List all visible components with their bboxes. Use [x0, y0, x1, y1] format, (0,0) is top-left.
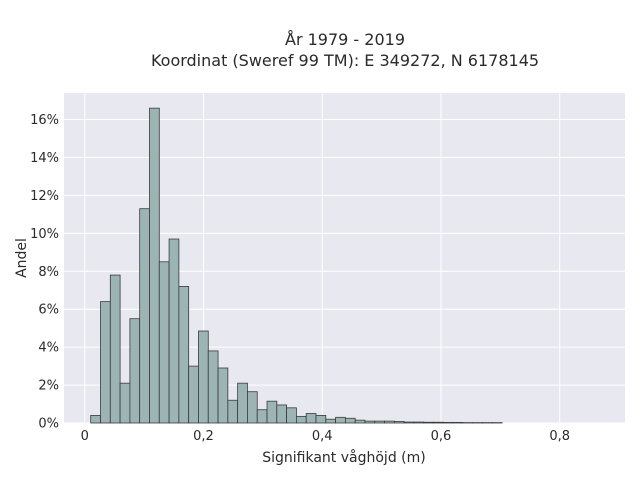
histogram-bar — [423, 421, 434, 424]
histogram-bar — [158, 261, 170, 424]
histogram-bar — [433, 421, 444, 424]
histogram-bar — [109, 274, 121, 424]
histogram-bar — [256, 409, 268, 424]
histogram-bar — [315, 415, 327, 424]
y-tick-label: 6% — [38, 303, 59, 318]
y-tick-label: 8% — [38, 265, 59, 280]
histogram-bar — [149, 107, 160, 424]
histogram-bar — [178, 286, 190, 424]
histogram-bar — [384, 420, 395, 424]
y-tick-label: 14% — [30, 151, 59, 166]
y-tick-label: 0% — [38, 417, 59, 432]
histogram-bar — [325, 418, 336, 424]
histogram-bar — [305, 413, 317, 424]
histogram-bar — [100, 301, 111, 424]
x-tick-label: 0,2 — [193, 429, 214, 444]
histogram-bar — [198, 330, 209, 424]
chart-title: År 1979 - 2019 — [285, 30, 405, 49]
y-tick-label: 4% — [38, 341, 59, 356]
histogram-bar — [286, 407, 297, 424]
x-tick-labels: 0 0,2 0,4 0,6 0,8 — [81, 429, 570, 444]
histogram-bar — [452, 422, 464, 424]
histogram-bar — [188, 365, 199, 424]
histogram-bar — [247, 391, 258, 424]
histogram-bar — [129, 318, 141, 424]
histogram-bar — [403, 421, 415, 424]
x-tick-label: 0,8 — [549, 429, 570, 444]
histogram-bar — [374, 420, 385, 424]
histogram-bar — [119, 382, 131, 424]
x-tick-label: 0 — [81, 429, 89, 444]
histogram-bar — [393, 421, 405, 424]
histogram-bar — [266, 400, 278, 424]
histogram-bar — [442, 422, 454, 424]
histogram-bar — [344, 417, 356, 424]
histogram-bar — [90, 415, 101, 424]
histogram-bar — [168, 238, 180, 424]
histogram-bars — [90, 107, 503, 424]
y-tick-label: 10% — [30, 227, 59, 242]
x-axis-label: Signifikant våghöjd (m) — [262, 449, 425, 466]
histogram-bar — [354, 419, 366, 424]
y-axis-label: Andel — [14, 238, 30, 278]
histogram-bar — [227, 399, 239, 424]
histogram-bar — [207, 350, 219, 424]
histogram-bar — [276, 404, 288, 424]
histogram-bar — [364, 420, 376, 424]
x-tick-label: 0,4 — [312, 429, 333, 444]
y-tick-label: 16% — [30, 113, 59, 128]
y-tick-labels: 0% 2% 4% 6% 8% 10% 12% 14% 16% — [30, 113, 59, 431]
histogram-bar — [139, 208, 150, 424]
histogram-bar — [413, 421, 425, 424]
histogram-bar — [237, 382, 248, 424]
y-tick-label: 2% — [38, 379, 59, 394]
histogram-bar — [217, 367, 229, 424]
chart-subtitle: Koordinat (Sweref 99 TM): E 349272, N 61… — [151, 51, 539, 70]
histogram-bar — [335, 416, 346, 424]
x-tick-label: 0,6 — [431, 429, 452, 444]
y-tick-label: 12% — [30, 189, 59, 204]
histogram-bar — [296, 415, 307, 424]
